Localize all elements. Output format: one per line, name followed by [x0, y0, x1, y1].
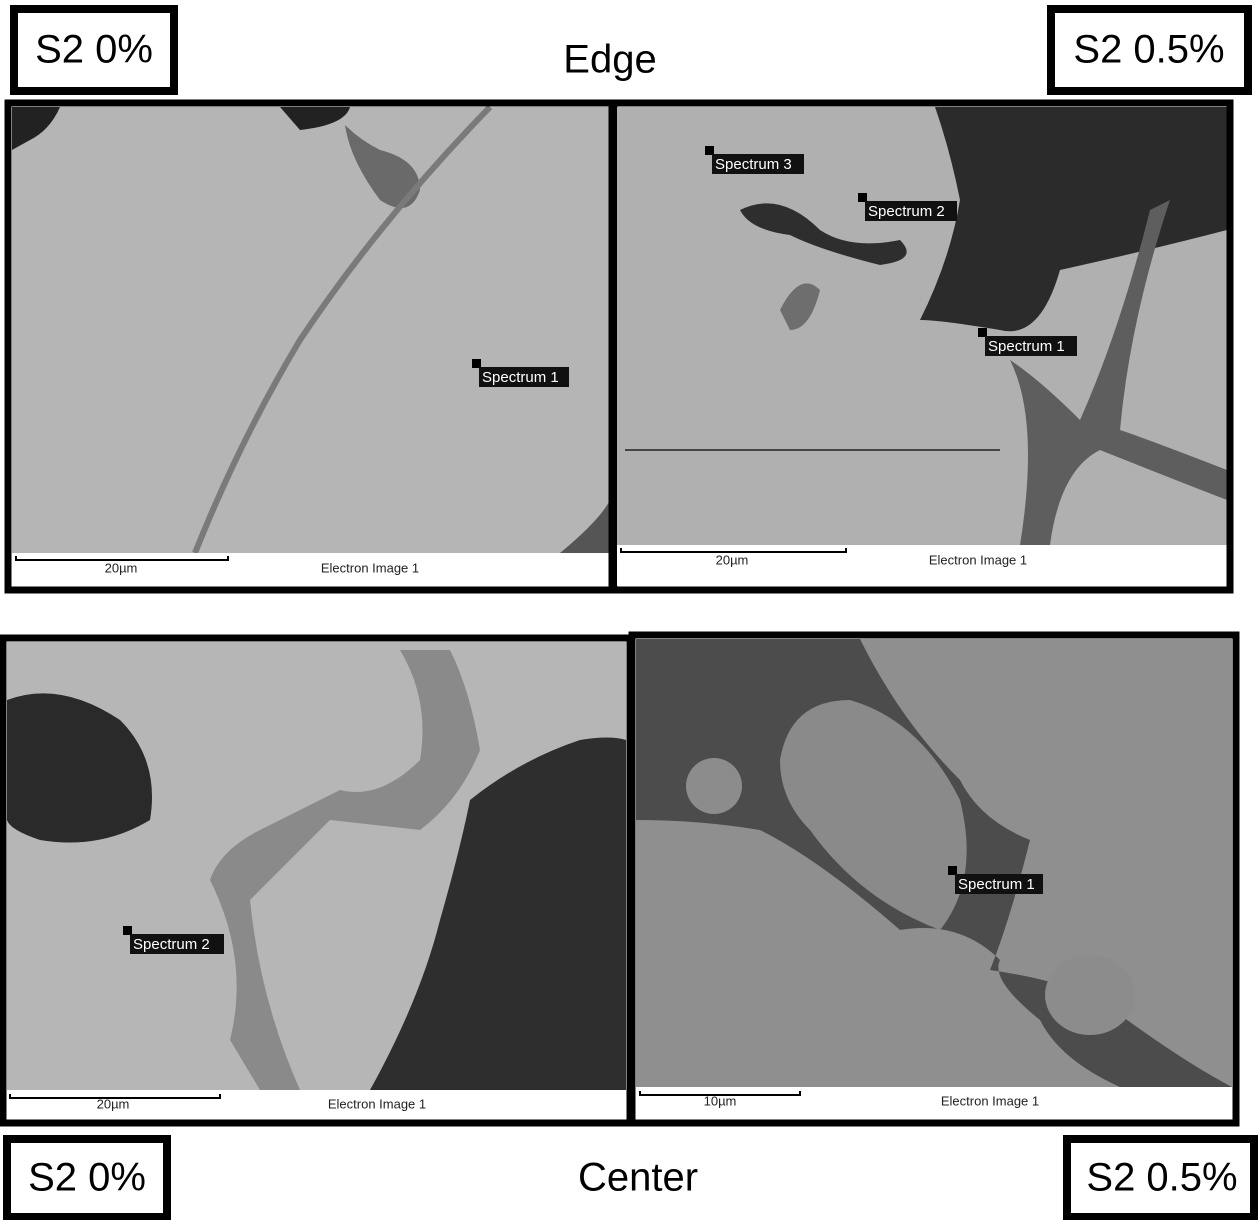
sample-label: S2 0.5% [1073, 28, 1224, 72]
micrograph [636, 639, 1232, 1119]
figure: S2 0% Edge S2 0.5% 20µm Electron Image 1… [0, 0, 1259, 1220]
spectrum-marker [472, 359, 481, 368]
sample-label: S2 0.5% [1086, 1156, 1237, 1200]
scale-bar-label: 20µm [97, 1096, 130, 1111]
micrograph [12, 107, 610, 586]
section-title: Edge [563, 38, 656, 82]
sample-label: S2 0% [35, 28, 153, 72]
spectrum-label: Spectrum 2 [133, 936, 210, 953]
micrograph [617, 107, 1227, 586]
image-caption: Electron Image 1 [328, 1096, 426, 1111]
image-caption: Electron Image 1 [941, 1093, 1039, 1108]
image-caption: Electron Image 1 [321, 560, 419, 575]
spectrum-label: Spectrum 1 [482, 369, 559, 386]
scale-bar-label: 20µm [716, 552, 749, 567]
spectrum-marker [123, 926, 132, 935]
spectrum-label: Spectrum 1 [958, 876, 1035, 893]
spectrum-label: Spectrum 3 [715, 156, 792, 173]
scale-bar-label: 20µm [105, 560, 138, 575]
scale-bar-label: 10µm [704, 1093, 737, 1108]
spectrum-label: Spectrum 2 [868, 203, 945, 220]
section-title: Center [578, 1156, 698, 1200]
spectrum-marker [978, 328, 987, 337]
spectrum-marker [948, 866, 957, 875]
spectrum-marker [705, 146, 714, 155]
spectrum-label: Spectrum 1 [988, 338, 1065, 355]
spectrum-marker [858, 193, 867, 202]
micrograph [7, 642, 626, 1120]
image-caption: Electron Image 1 [929, 552, 1027, 567]
sample-label: S2 0% [28, 1156, 146, 1200]
